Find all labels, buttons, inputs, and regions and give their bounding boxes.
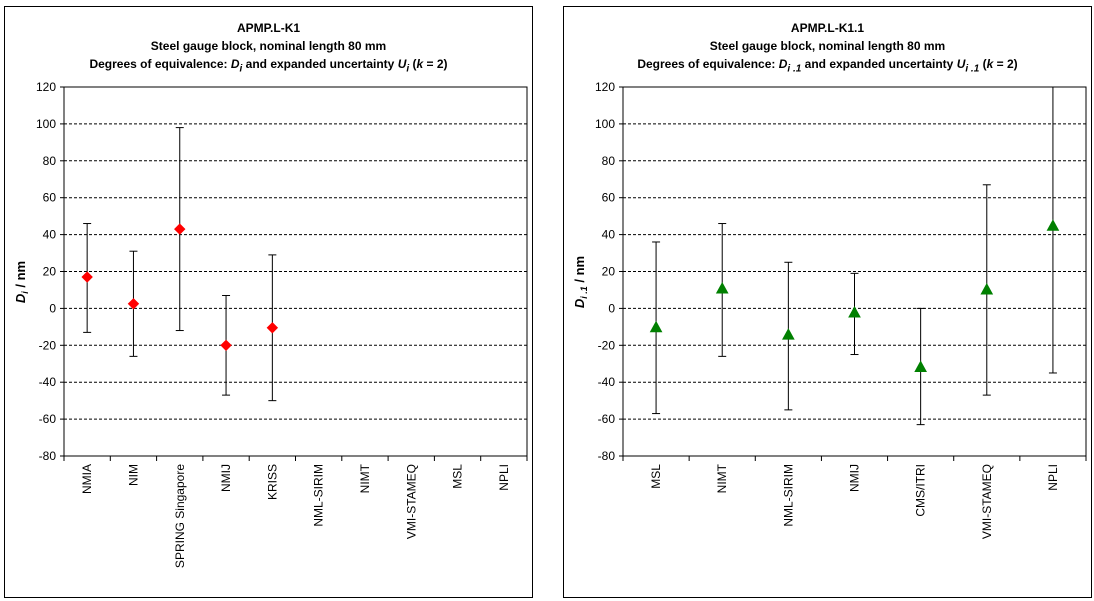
y-tick-label: 0 — [608, 301, 615, 315]
x-category-label: NIM — [126, 464, 140, 486]
x-category-label: NMIJ — [219, 464, 233, 492]
y-tick-label: 60 — [43, 191, 57, 205]
x-category-label: NMIJ — [848, 464, 862, 492]
chart-plot-apmp-l-k1-1: Di .1 / nm -80 -60 -40 -20 0 20 40 60 80 100 120 MS… — [572, 80, 1087, 539]
x-category-label: NIMT — [715, 463, 729, 493]
chart-subtitle-2: Degrees of equivalence: Di and expanded … — [89, 57, 448, 75]
y-tick-label: 120 — [595, 80, 615, 94]
data-point-triangle — [848, 305, 861, 318]
y-tick-label: 100 — [36, 117, 56, 131]
data-point-diamond — [81, 271, 93, 283]
x-category-label: SPRING Singapore — [173, 464, 187, 568]
chart-panel-apmp-l-k1: APMP.L-K1 Steel gauge block, nominal len… — [4, 6, 533, 598]
y-tick-label: -40 — [598, 375, 616, 389]
x-category-label: KRISS — [265, 464, 279, 500]
data-point-triangle — [782, 328, 795, 340]
x-category-label: NML-SIRIM — [312, 464, 326, 527]
y-tick-label: 120 — [36, 80, 56, 94]
chart-subtitle-2: Degrees of equivalence: Di .1 and expand… — [637, 57, 1018, 75]
y-tick-label: 100 — [595, 117, 615, 131]
y-tick-label: 60 — [602, 191, 616, 205]
x-category-label: MSL — [649, 464, 663, 489]
data-point-triangle — [715, 281, 729, 294]
y-axis-label: Di / nm — [13, 261, 30, 303]
y-axis-label: Di .1 / nm — [572, 256, 589, 308]
x-category-label: MSL — [451, 464, 465, 489]
y-tick-label: 80 — [602, 154, 616, 168]
data-point-triangle — [980, 282, 994, 295]
x-category-label: NPLI — [497, 464, 511, 491]
y-tick-label: 0 — [49, 301, 56, 315]
x-category-label: NML-SIRIM — [781, 464, 795, 527]
y-tick-label: 40 — [43, 228, 57, 242]
data-point-diamond — [220, 339, 232, 352]
chart-subtitle: Steel gauge block, nominal length 80 mm — [150, 39, 387, 53]
chart-subtitle: Steel gauge block, nominal length 80 mm — [709, 39, 946, 53]
y-tick-label: -80 — [598, 449, 616, 463]
x-category-label: CMS/ITRI — [914, 464, 928, 517]
x-category-label: VMI-STAMEQ — [980, 464, 994, 539]
y-tick-label: 40 — [602, 228, 616, 242]
x-category-label: NPLI — [1046, 464, 1060, 491]
chart-title-block: APMP.L-K1 Steel gauge block, nominal len… — [5, 19, 532, 78]
chart-panel-apmp-l-k1-1: APMP.L-K1.1 Steel gauge block, nominal l… — [563, 6, 1092, 598]
x-category-label: NIMT — [358, 463, 372, 493]
chart-title: APMP.L-K1.1 — [790, 21, 865, 35]
y-tick-label: 20 — [602, 265, 616, 279]
chart-plot-apmp-l-k1: Di / nm -80 -60 -40 -20 0 20 40 60 80 100 120 NMIA N… — [13, 80, 528, 568]
x-category-label: NMIA — [80, 464, 94, 494]
data-point-diamond — [266, 322, 279, 334]
y-tick-label: -20 — [39, 338, 57, 352]
y-tick-label: -60 — [39, 412, 57, 426]
data-point-triangle — [649, 320, 663, 333]
x-category-label: VMI-STAMEQ — [404, 464, 418, 539]
chart-title: APMP.L-K1 — [236, 21, 301, 35]
y-tick-label: -40 — [39, 375, 57, 389]
y-tick-label: -80 — [39, 449, 57, 463]
y-tick-label: -20 — [598, 338, 616, 352]
data-point-triangle — [914, 360, 927, 372]
chart-title-block: APMP.L-K1.1 Steel gauge block, nominal l… — [564, 19, 1091, 78]
data-point-triangle — [1046, 219, 1060, 231]
y-tick-label: -60 — [598, 412, 616, 426]
data-point-diamond — [127, 298, 140, 310]
y-tick-label: 80 — [43, 154, 57, 168]
y-tick-label: 20 — [43, 265, 57, 279]
data-point-diamond — [174, 223, 186, 235]
